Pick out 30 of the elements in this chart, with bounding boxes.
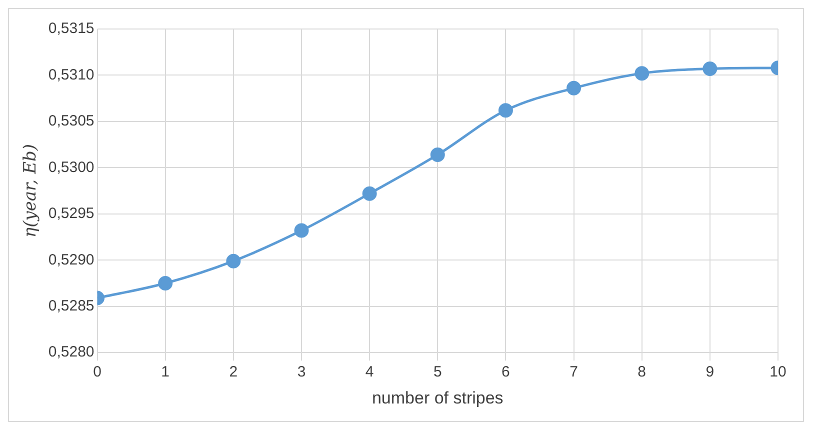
point [430,147,445,162]
point [498,103,513,118]
x-tick-label: 3 [297,364,306,381]
x-tick-label: 5 [433,364,442,381]
x-tick-label: 6 [502,364,510,381]
x-tick-label: 9 [706,364,714,381]
x-tick-label: 2 [229,364,238,381]
x-tick-label: 8 [638,364,646,381]
y-tick-label: 0,5290 [48,251,94,268]
x-axis-title: number of stripes [372,388,504,408]
y-tick-label: 0,5310 [48,66,94,84]
x-tick-label: 4 [365,364,374,381]
y-tick-label: 0,5300 [48,158,94,176]
point [634,66,650,81]
x-tick-label: 7 [570,364,578,381]
point [294,223,309,238]
y-axis-title: η(year, Eb) [20,144,41,238]
y-tick-label: 0,5285 [48,298,94,315]
x-tick-label: 0 [93,364,102,381]
y-tick-label: 0,5315 [48,20,94,38]
point [566,80,582,96]
y-tick-label: 0,5295 [48,205,94,222]
point [362,186,377,201]
x-tick-label: 1 [161,364,170,381]
y-tick-label: 0,5280 [48,344,94,361]
point [158,276,173,291]
x-tick-label: 10 [770,364,786,381]
y-tick-label: 0,5305 [48,112,94,130]
point [702,62,718,76]
point [226,254,241,268]
